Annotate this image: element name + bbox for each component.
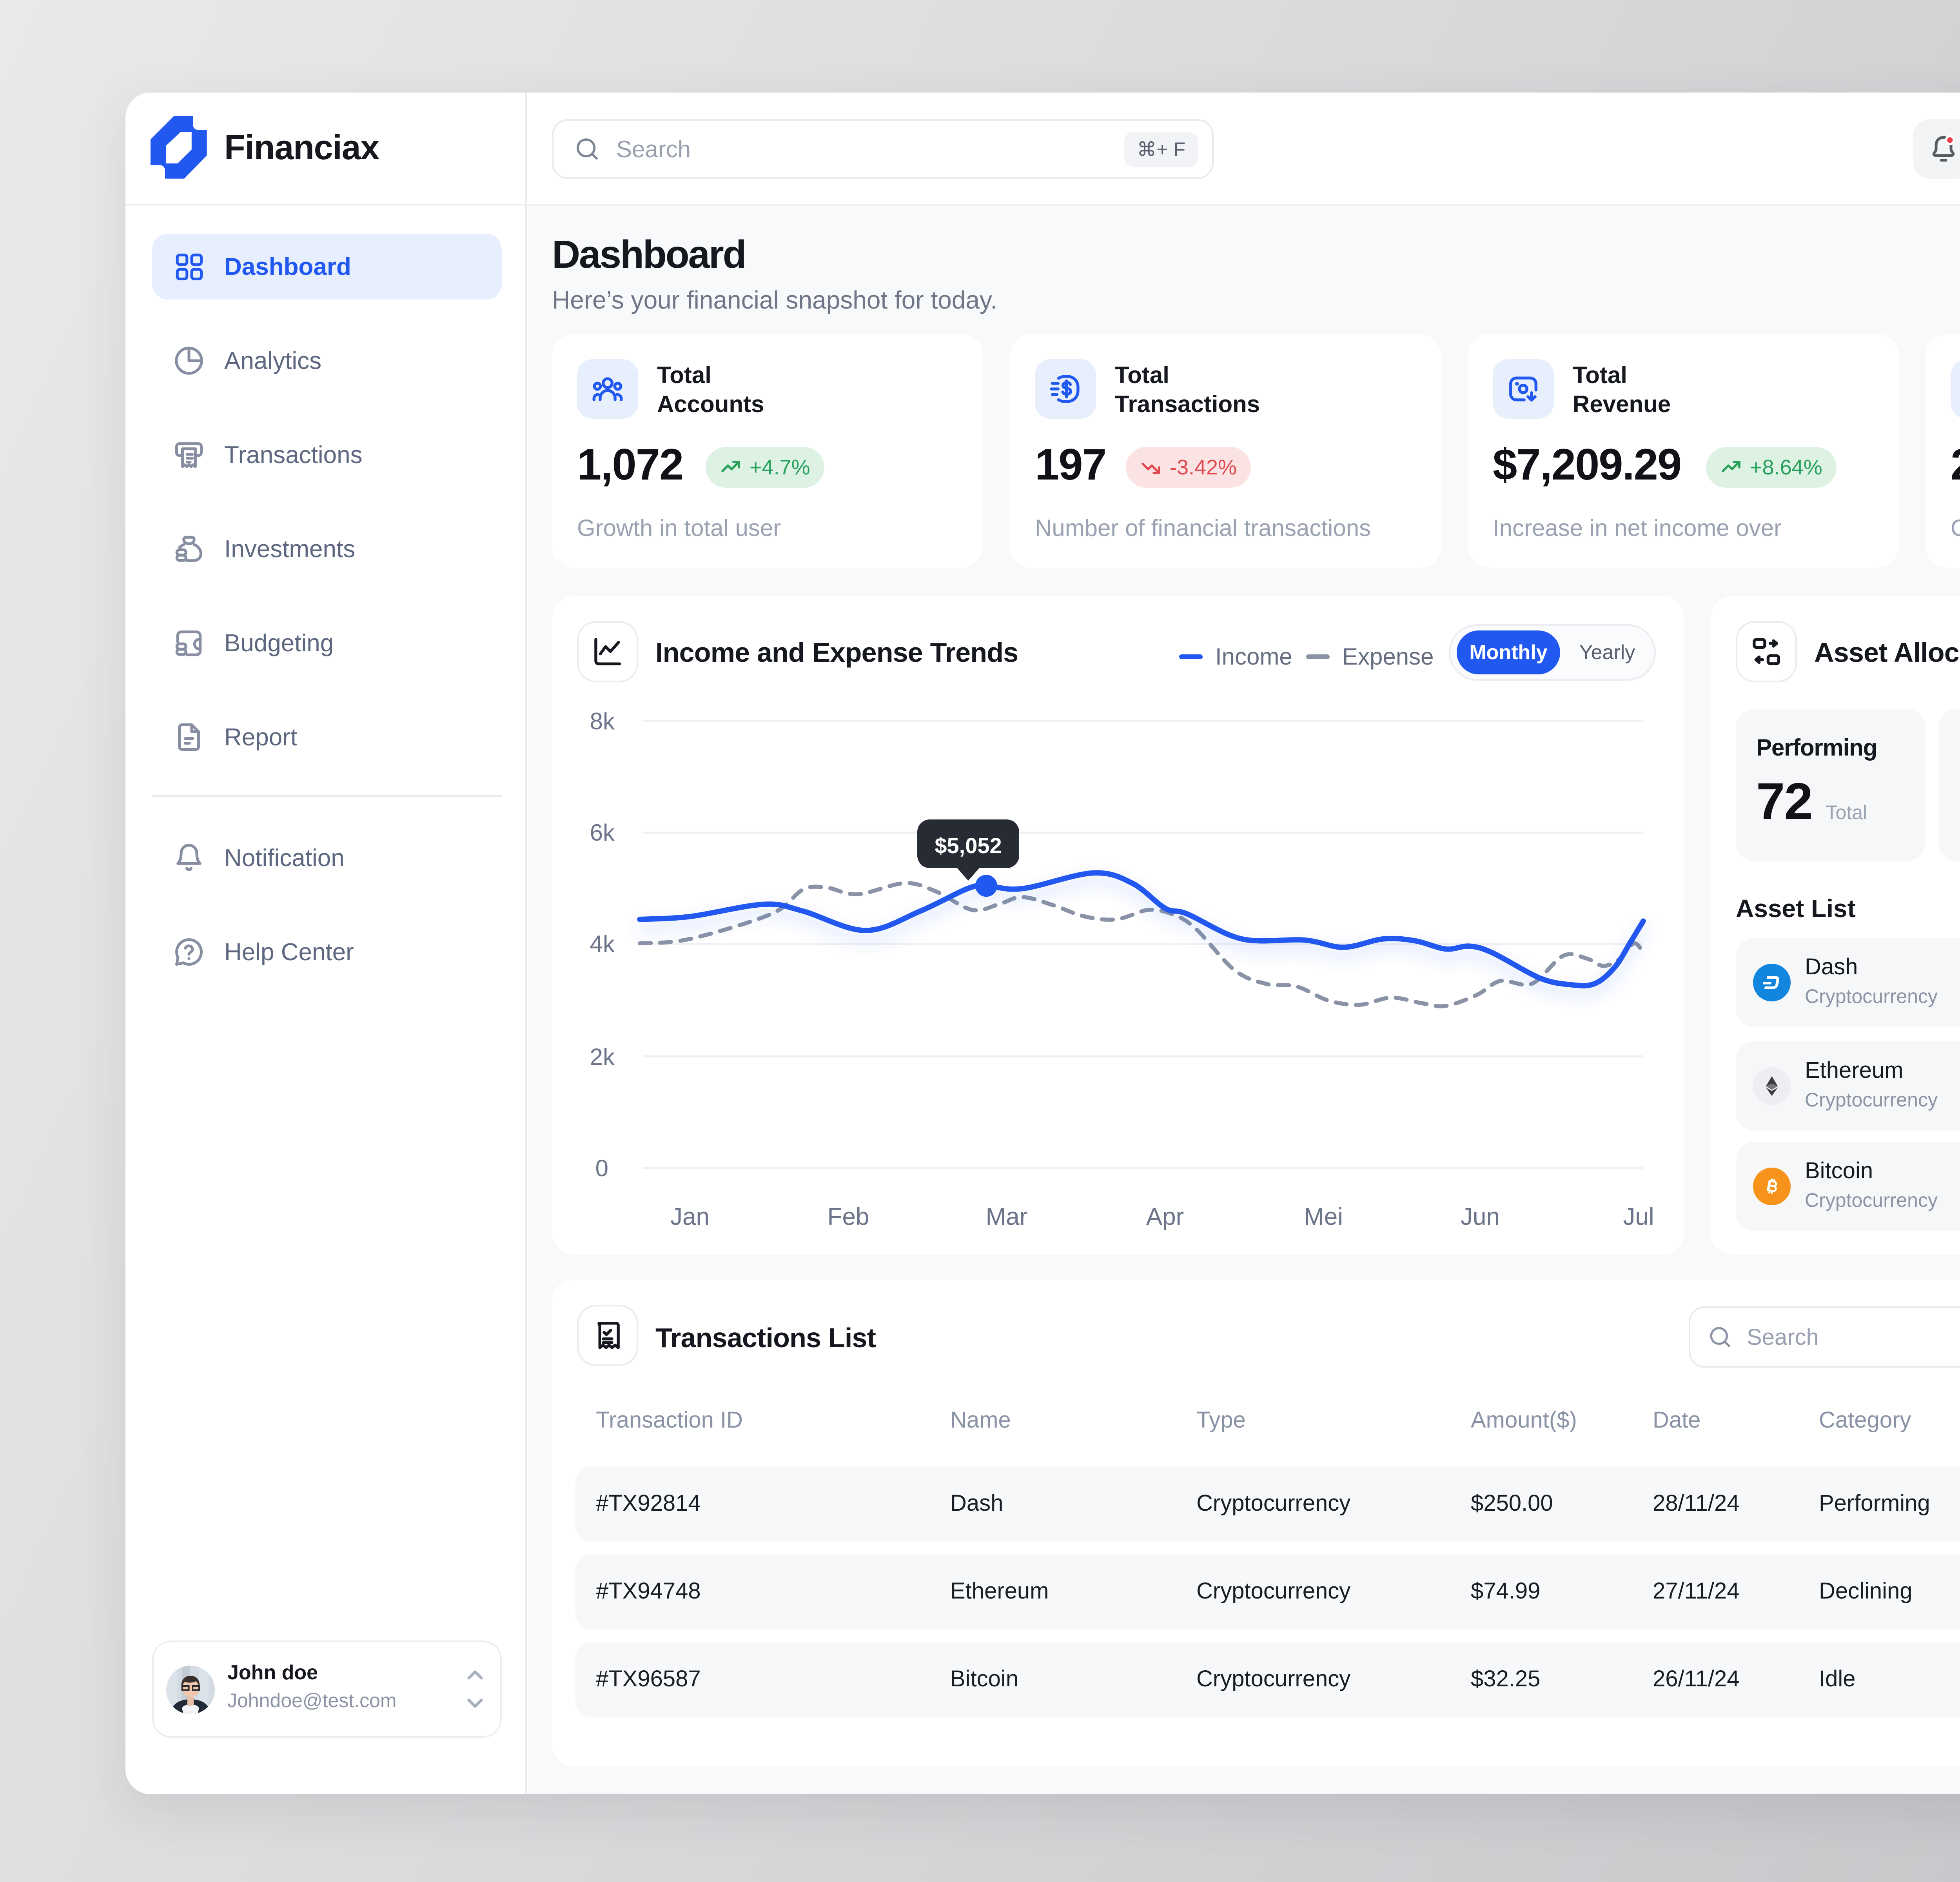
svg-text:0: 0 [595,1155,608,1181]
svg-text:4k: 4k [590,931,615,957]
svg-text:$5,052: $5,052 [935,833,1002,858]
svg-text:6k: 6k [590,819,615,846]
svg-text:Mar: Mar [986,1203,1028,1230]
svg-text:Jul: Jul [1623,1203,1654,1230]
svg-text:Apr: Apr [1146,1203,1184,1230]
svg-text:8k: 8k [590,708,615,734]
svg-text:Mei: Mei [1304,1203,1343,1230]
svg-text:Feb: Feb [828,1203,869,1230]
svg-text:Jan: Jan [670,1203,710,1230]
svg-text:2k: 2k [590,1044,615,1070]
svg-text:Jun: Jun [1461,1203,1500,1230]
